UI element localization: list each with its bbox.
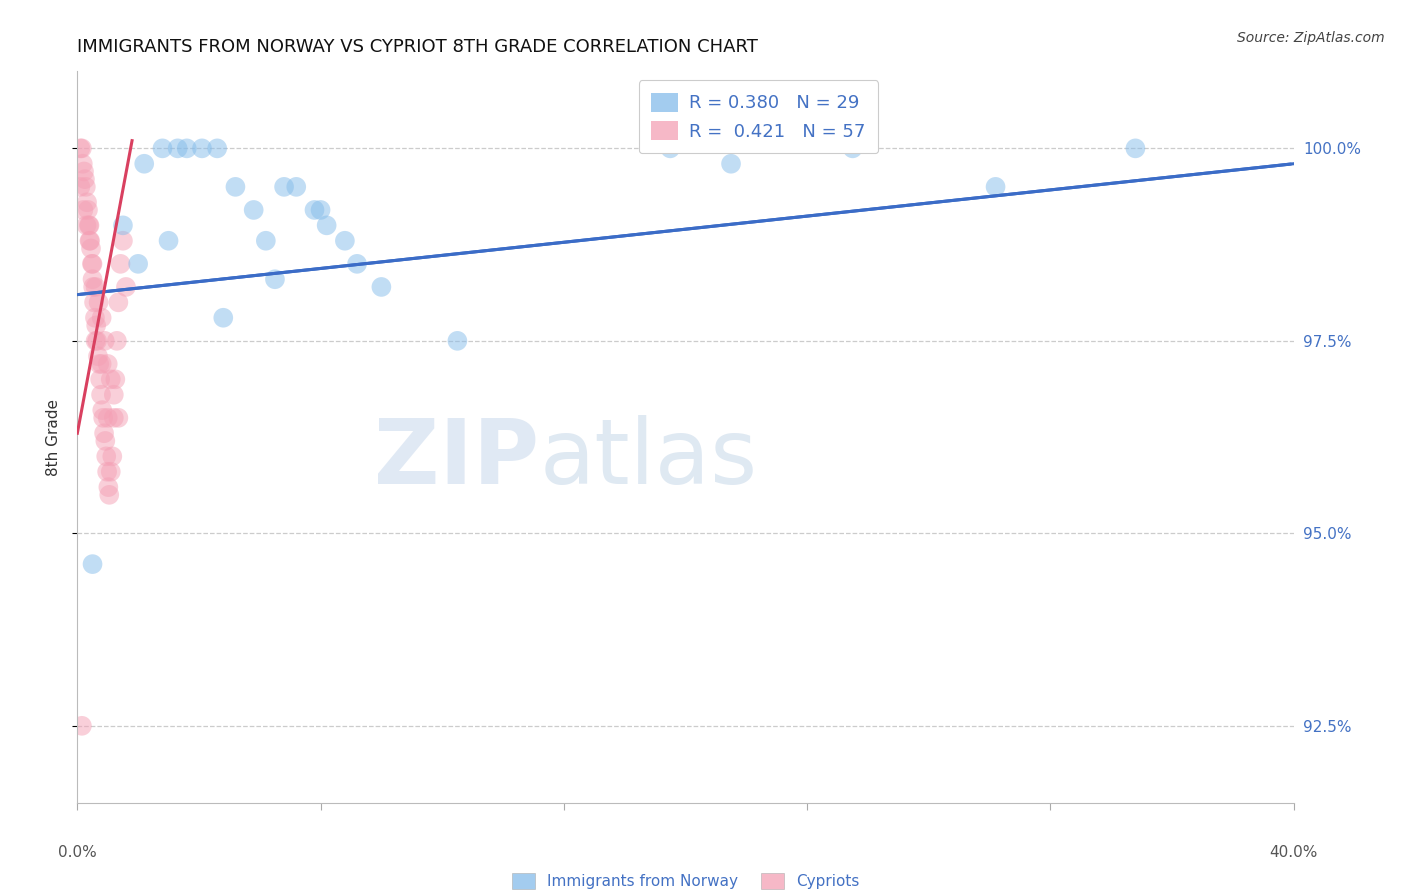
Point xyxy=(659,141,682,155)
Point xyxy=(70,141,93,155)
Point xyxy=(89,357,111,371)
Point xyxy=(77,202,100,217)
Point xyxy=(91,410,114,425)
Point xyxy=(103,388,125,402)
Text: IMMIGRANTS FROM NORWAY VS CYPRIOT 8TH GRADE CORRELATION CHART: IMMIGRANTS FROM NORWAY VS CYPRIOT 8TH GR… xyxy=(77,38,758,56)
Point xyxy=(97,480,120,494)
Point xyxy=(79,219,101,233)
Point xyxy=(333,234,356,248)
Point xyxy=(205,141,228,155)
Point xyxy=(101,450,124,464)
Point xyxy=(285,179,308,194)
Point xyxy=(84,310,107,325)
Point xyxy=(72,157,94,171)
Point xyxy=(86,334,108,348)
Text: Source: ZipAtlas.com: Source: ZipAtlas.com xyxy=(1237,31,1385,45)
Point xyxy=(720,157,742,171)
Point xyxy=(70,719,93,733)
Point xyxy=(115,280,138,294)
Point xyxy=(264,272,287,286)
Point xyxy=(984,179,1007,194)
Point xyxy=(89,372,111,386)
Point xyxy=(82,280,104,294)
Point xyxy=(191,141,214,155)
Point xyxy=(73,164,96,178)
Point xyxy=(93,426,115,441)
Point xyxy=(73,172,96,186)
Point xyxy=(90,310,112,325)
Point xyxy=(79,234,101,248)
Point xyxy=(103,410,125,425)
Point xyxy=(94,434,117,448)
Text: 0.0%: 0.0% xyxy=(58,845,97,860)
Point xyxy=(79,234,101,248)
Point xyxy=(370,280,392,294)
Point xyxy=(446,334,468,348)
Point xyxy=(82,557,104,571)
Point xyxy=(80,257,103,271)
Point xyxy=(93,334,115,348)
Point xyxy=(91,403,114,417)
Point xyxy=(346,257,368,271)
Legend: Immigrants from Norway, Cypriots: Immigrants from Norway, Cypriots xyxy=(503,865,868,892)
Point xyxy=(273,179,295,194)
Text: 40.0%: 40.0% xyxy=(1270,845,1317,860)
Point xyxy=(77,219,100,233)
Point xyxy=(100,372,122,386)
Point xyxy=(69,141,91,155)
Point xyxy=(80,242,103,256)
Point xyxy=(84,280,107,294)
Point xyxy=(87,349,110,363)
Point xyxy=(111,219,134,233)
Point xyxy=(84,318,107,333)
Point xyxy=(224,179,246,194)
Point xyxy=(841,141,863,155)
Point xyxy=(96,450,118,464)
Point xyxy=(84,334,107,348)
Point xyxy=(254,234,277,248)
Point xyxy=(212,310,235,325)
Point xyxy=(304,202,326,217)
Point xyxy=(157,234,180,248)
Point xyxy=(82,272,104,286)
Point xyxy=(107,295,129,310)
Point xyxy=(96,465,118,479)
Point xyxy=(75,219,97,233)
Point xyxy=(110,257,132,271)
Point xyxy=(87,295,110,310)
Point xyxy=(76,195,98,210)
Point xyxy=(90,357,112,371)
Y-axis label: 8th Grade: 8th Grade xyxy=(45,399,60,475)
Text: ZIP: ZIP xyxy=(374,415,540,503)
Point xyxy=(315,219,337,233)
Point xyxy=(166,141,188,155)
Point xyxy=(97,357,120,371)
Text: atlas: atlas xyxy=(540,415,758,503)
Point xyxy=(176,141,198,155)
Point xyxy=(83,295,105,310)
Point xyxy=(98,488,121,502)
Point xyxy=(134,157,156,171)
Point xyxy=(152,141,174,155)
Point xyxy=(82,257,104,271)
Point xyxy=(72,202,94,217)
Point xyxy=(97,410,120,425)
Point xyxy=(75,179,97,194)
Point xyxy=(107,410,129,425)
Point xyxy=(69,179,91,194)
Point xyxy=(1125,141,1147,155)
Point xyxy=(105,334,128,348)
Point xyxy=(127,257,149,271)
Point xyxy=(104,372,127,386)
Point xyxy=(309,202,332,217)
Point xyxy=(90,388,112,402)
Point xyxy=(242,202,264,217)
Point xyxy=(111,234,134,248)
Point xyxy=(100,465,122,479)
